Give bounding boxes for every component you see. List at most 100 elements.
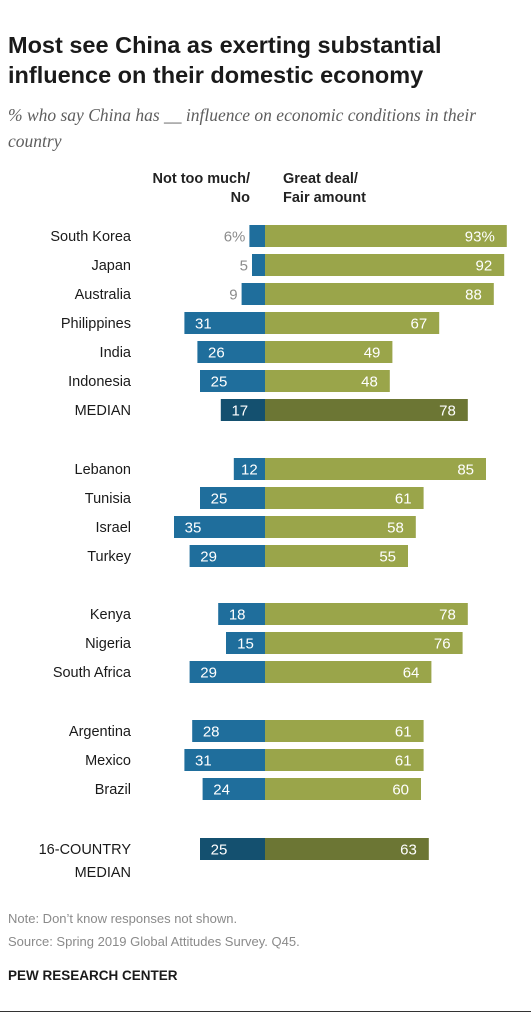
value-label-positive: 61 [395, 753, 412, 770]
category-label: India [100, 345, 132, 361]
value-label-negative: 15 [237, 636, 254, 653]
value-label-negative: 35 [185, 520, 202, 537]
category-label: Brazil [95, 782, 131, 798]
chart-subtitle: % who say China has __ influence on econ… [8, 105, 477, 151]
value-label-positive: 78 [439, 403, 456, 420]
category-label: Israel [96, 520, 131, 536]
category-label: Japan [91, 258, 131, 274]
category-label: MEDIAN [75, 865, 131, 881]
bar-negative [189, 661, 265, 683]
bar-positive [265, 399, 468, 421]
value-label-positive: 61 [395, 491, 412, 508]
value-label-positive: 63 [400, 842, 417, 859]
value-label-negative: 31 [195, 753, 212, 770]
value-label-negative: 25 [211, 842, 228, 859]
bar-negative [200, 370, 265, 392]
legend-positive: Great deal/ Fair amount [283, 170, 366, 208]
bar-positive [265, 370, 390, 392]
bar-positive [265, 749, 424, 771]
legend-positive-line2: Fair amount [283, 190, 366, 206]
legend-negative-line1: Not too much/ [152, 171, 250, 187]
bar-positive [265, 487, 424, 509]
bar-positive [265, 312, 440, 334]
value-label-positive: 85 [457, 462, 474, 479]
value-label-positive: 49 [364, 345, 381, 362]
bar-positive [265, 458, 486, 480]
legend-negative: Not too much/ No [153, 170, 250, 208]
diverging-bar-chart: South Korea 6% 93% Japan 5 92 Australia 9 88 Phil… [39, 225, 507, 881]
bar-negative [197, 341, 265, 363]
bar-positive [265, 720, 424, 742]
bar-negative [233, 458, 265, 480]
category-label: Kenya [90, 607, 132, 623]
value-label-negative: 5 [240, 258, 248, 275]
value-label-negative: 26 [208, 345, 225, 362]
category-label: Lebanon [75, 462, 131, 478]
bar-positive [265, 516, 416, 538]
bar-negative [174, 516, 265, 538]
category-label: Tunisia [85, 491, 132, 507]
value-label-negative: 25 [211, 374, 228, 391]
bar-positive [265, 341, 393, 363]
bar-negative [200, 487, 265, 509]
value-label-positive: 92 [476, 258, 493, 275]
value-label-negative: 29 [200, 665, 217, 682]
category-label: Indonesia [68, 374, 132, 390]
bar-positive [265, 545, 408, 567]
value-label-negative: 28 [203, 724, 220, 741]
category-label: Nigeria [85, 636, 132, 652]
bar-negative [226, 632, 265, 654]
bar-negative [241, 283, 265, 305]
category-label: MEDIAN [75, 403, 131, 419]
bar-positive [265, 661, 432, 683]
chart-title: Most see China as exerting substantial i… [8, 32, 442, 88]
category-label: Mexico [85, 753, 131, 769]
chart-source: Source: Spring 2019 Global Attitudes Sur… [8, 934, 300, 949]
value-label-negative: 24 [213, 782, 230, 799]
value-label-positive: 48 [361, 374, 378, 391]
bar-negative [192, 720, 265, 742]
bar-negative [200, 838, 265, 860]
bar-positive [265, 838, 429, 860]
value-label-negative: 9 [229, 287, 237, 304]
value-label-positive: 58 [387, 520, 404, 537]
value-label-positive: 64 [403, 665, 420, 682]
value-label-negative: 25 [211, 491, 228, 508]
value-label-negative: 12 [241, 462, 258, 479]
bar-negative [220, 399, 265, 421]
legend-negative-line2: No [230, 190, 250, 206]
category-label: South Africa [53, 665, 132, 681]
bar-positive [265, 283, 494, 305]
bar-positive [265, 225, 507, 247]
category-label: Turkey [87, 549, 132, 565]
category-label: Argentina [69, 724, 132, 740]
value-label-negative: 17 [231, 403, 248, 420]
bar-negative [249, 225, 265, 247]
bar-negative [189, 545, 265, 567]
brand-label: PEW RESEARCH CENTER [8, 968, 178, 983]
chart-note: Note: Don’t know responses not shown. [8, 911, 238, 926]
bar-negative [252, 254, 265, 276]
bar-negative [202, 778, 265, 800]
value-label-negative: 31 [195, 316, 212, 333]
value-label-positive: 76 [434, 636, 451, 653]
value-label-positive: 78 [439, 607, 456, 624]
value-label-positive: 55 [379, 549, 396, 566]
value-label-negative: 6% [224, 229, 246, 246]
category-label: Philippines [61, 316, 131, 332]
value-label-positive: 67 [411, 316, 428, 333]
value-label-positive: 60 [392, 782, 409, 799]
value-label-negative: 29 [200, 549, 217, 566]
value-label-positive: 93% [465, 229, 495, 246]
category-label: 16-COUNTRY [39, 842, 132, 858]
bar-positive [265, 254, 505, 276]
value-label-positive: 61 [395, 724, 412, 741]
bar-positive [265, 603, 468, 625]
value-label-negative: 18 [229, 607, 246, 624]
bottom-rule [0, 1011, 531, 1012]
value-label-positive: 88 [465, 287, 482, 304]
bar-negative [218, 603, 265, 625]
bar-positive [265, 632, 463, 654]
bar-positive [265, 778, 421, 800]
bar-negative [184, 749, 265, 771]
